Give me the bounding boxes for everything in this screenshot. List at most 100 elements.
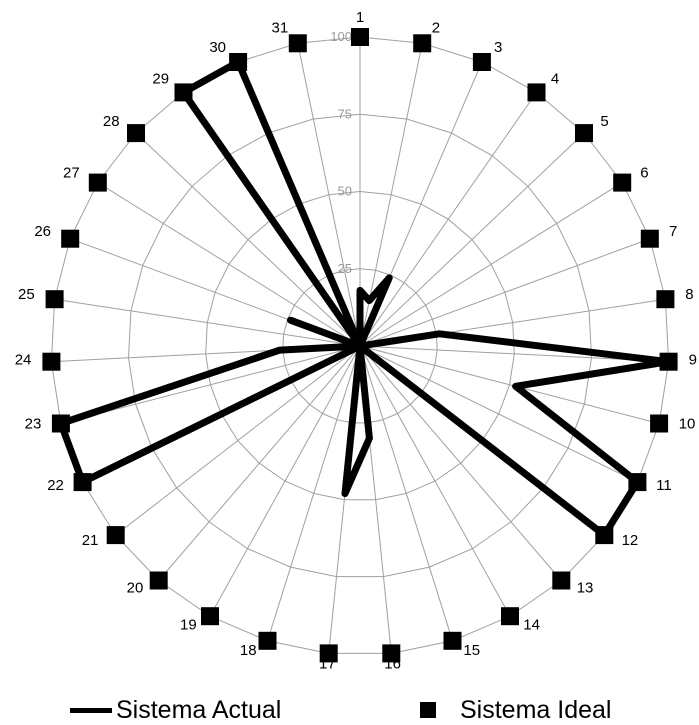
ideal-marker-18 bbox=[258, 631, 277, 650]
ideal-marker-27 bbox=[88, 173, 107, 192]
category-label-29: 29 bbox=[152, 71, 169, 88]
ideal-marker-20 bbox=[149, 571, 168, 590]
grid-ring-100 bbox=[50, 36, 670, 654]
category-label-24: 24 bbox=[15, 351, 32, 368]
ideal-marker-16 bbox=[382, 644, 401, 663]
category-label-20: 20 bbox=[127, 579, 144, 596]
category-label-30: 30 bbox=[209, 39, 226, 56]
category-label-9: 9 bbox=[689, 351, 697, 368]
ideal-marker-14 bbox=[501, 607, 519, 626]
spoke-18 bbox=[267, 345, 361, 641]
category-label-6: 6 bbox=[640, 165, 648, 182]
spoke-13 bbox=[359, 345, 562, 581]
category-label-26: 26 bbox=[34, 223, 51, 240]
category-label-10: 10 bbox=[679, 416, 696, 433]
ideal-marker-7 bbox=[640, 229, 659, 248]
rtick-label-75: 75 bbox=[338, 106, 352, 121]
spoke-14 bbox=[359, 345, 511, 617]
legend-item-ideal: Sistema Ideal bbox=[420, 696, 611, 724]
rtick-label-100: 100 bbox=[330, 29, 352, 44]
ideal-marker-19 bbox=[201, 607, 219, 626]
ideal-marker-10 bbox=[650, 414, 669, 433]
category-label-15: 15 bbox=[463, 642, 480, 659]
series-line-actual bbox=[57, 58, 673, 539]
spoke-7 bbox=[359, 238, 650, 347]
legend-label-ideal: Sistema Ideal bbox=[460, 695, 612, 724]
ideal-marker-13 bbox=[552, 571, 571, 590]
ideal-marker-1 bbox=[351, 28, 369, 46]
ideal-marker-6 bbox=[613, 173, 632, 192]
category-label-31: 31 bbox=[272, 20, 289, 37]
series-ideal bbox=[42, 28, 678, 663]
category-label-7: 7 bbox=[669, 223, 677, 240]
spoke-23 bbox=[60, 345, 361, 424]
ideal-marker-24 bbox=[42, 352, 61, 371]
category-label-18: 18 bbox=[240, 642, 257, 659]
spoke-19 bbox=[209, 345, 361, 617]
ideal-marker-5 bbox=[575, 124, 593, 143]
spoke-28 bbox=[135, 132, 361, 347]
legend-square-swatch bbox=[420, 702, 436, 718]
spoke-27 bbox=[97, 182, 361, 347]
ideal-marker-17 bbox=[319, 644, 338, 663]
ideal-marker-4 bbox=[527, 83, 546, 102]
category-labels: 1234567891011121314151617181920212223242… bbox=[15, 9, 697, 672]
category-label-19: 19 bbox=[180, 617, 197, 634]
grid-ring-75 bbox=[127, 113, 593, 578]
rtick-label-50: 50 bbox=[338, 184, 352, 199]
category-label-11: 11 bbox=[656, 477, 672, 494]
spoke-31 bbox=[297, 43, 361, 347]
legend-label-actual: Sistema Actual bbox=[116, 695, 282, 724]
category-label-21: 21 bbox=[82, 532, 99, 549]
ideal-marker-22 bbox=[73, 473, 92, 492]
category-label-13: 13 bbox=[577, 579, 594, 596]
category-label-2: 2 bbox=[432, 20, 440, 37]
category-label-14: 14 bbox=[523, 617, 540, 634]
spoke-4 bbox=[359, 92, 537, 347]
category-label-4: 4 bbox=[551, 71, 559, 88]
spoke-6 bbox=[359, 182, 623, 347]
ideal-marker-30 bbox=[229, 53, 248, 71]
spoke-9 bbox=[359, 345, 669, 363]
category-label-22: 22 bbox=[47, 477, 64, 494]
category-label-17: 17 bbox=[319, 655, 336, 672]
category-label-1: 1 bbox=[356, 9, 364, 26]
category-label-27: 27 bbox=[63, 165, 80, 182]
grid-ring-50 bbox=[205, 190, 515, 501]
grid-ring-25 bbox=[282, 268, 438, 424]
ideal-marker-3 bbox=[472, 53, 491, 71]
spoke-15 bbox=[359, 345, 453, 641]
category-label-3: 3 bbox=[494, 39, 502, 56]
ideal-marker-28 bbox=[127, 124, 145, 143]
category-label-12: 12 bbox=[622, 532, 639, 549]
ideal-marker-15 bbox=[443, 631, 462, 650]
ideal-marker-26 bbox=[61, 229, 80, 248]
spoke-25 bbox=[54, 298, 361, 347]
spoke-21 bbox=[115, 345, 361, 536]
category-label-25: 25 bbox=[18, 286, 35, 303]
legend-item-actual: Sistema Actual bbox=[70, 696, 281, 724]
spoke-10 bbox=[359, 345, 660, 424]
grid-rings bbox=[50, 36, 670, 654]
category-label-23: 23 bbox=[25, 416, 42, 433]
legend-line-swatch bbox=[70, 707, 112, 713]
category-label-8: 8 bbox=[685, 286, 693, 303]
rtick-label-25: 25 bbox=[338, 261, 352, 276]
ideal-marker-21 bbox=[106, 526, 125, 545]
series-actual bbox=[57, 58, 673, 539]
category-label-28: 28 bbox=[103, 113, 120, 130]
ideal-marker-9 bbox=[659, 352, 678, 371]
ideal-marker-23 bbox=[51, 414, 70, 433]
ideal-marker-29 bbox=[174, 83, 193, 102]
spoke-11 bbox=[359, 345, 638, 483]
category-label-16: 16 bbox=[384, 655, 401, 672]
ideal-marker-2 bbox=[413, 34, 432, 53]
ideal-marker-11 bbox=[628, 473, 647, 492]
spoke-5 bbox=[359, 132, 585, 347]
ideal-marker-12 bbox=[595, 526, 614, 545]
ideal-marker-31 bbox=[288, 34, 307, 53]
ideal-marker-8 bbox=[656, 290, 675, 309]
ideal-marker-25 bbox=[45, 290, 64, 309]
